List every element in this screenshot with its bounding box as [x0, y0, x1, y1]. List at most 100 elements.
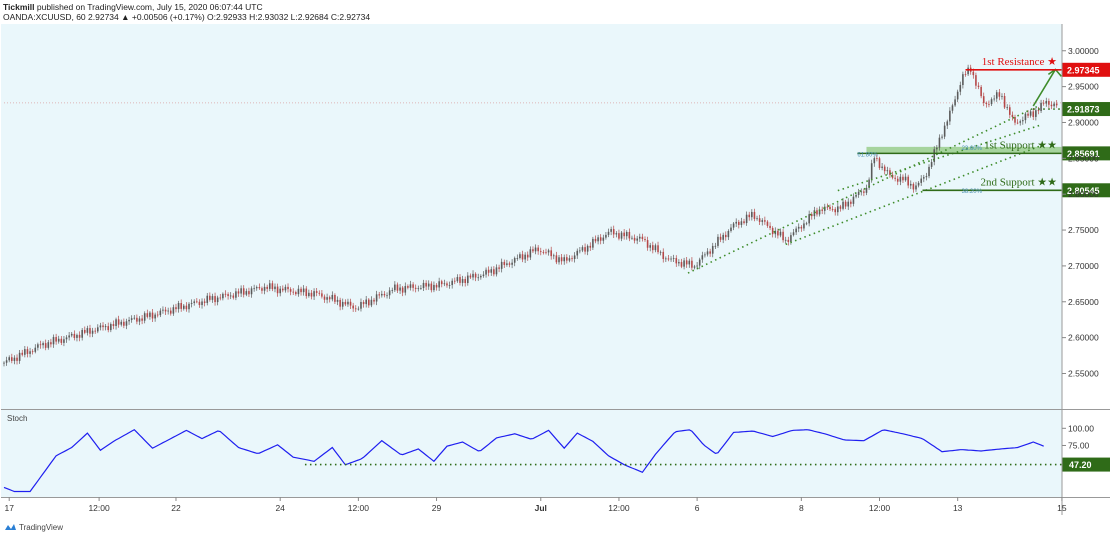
candle-down	[175, 307, 177, 310]
fib-labels: 23.60% 61.80% 38.20%	[857, 146, 982, 195]
candle-down	[555, 255, 558, 263]
candle-down	[633, 237, 636, 241]
time-tick-label: 17	[4, 503, 14, 513]
time-tick-label: 13	[953, 503, 963, 513]
stoch-pane-bg	[1, 410, 1062, 497]
candle-up	[529, 249, 532, 258]
candle-up	[899, 176, 902, 182]
candle-up	[936, 147, 938, 150]
candle-up	[665, 258, 667, 260]
candle-up	[255, 287, 258, 289]
candle-up	[995, 92, 998, 99]
time-tick-label: 12:00	[869, 503, 891, 513]
candle-down	[758, 218, 761, 222]
candle-up	[365, 299, 367, 305]
candle-up	[967, 67, 969, 75]
candle-down	[227, 294, 229, 297]
price-pane-bg	[1, 24, 1062, 409]
candle-up	[461, 279, 464, 283]
candle-down	[493, 269, 495, 275]
candle-up	[923, 177, 925, 179]
candle-down	[1055, 103, 1058, 106]
candle-up	[823, 206, 826, 211]
candle-down	[396, 284, 399, 291]
candle-down	[258, 287, 261, 289]
candle-down	[16, 357, 18, 361]
candle-up	[792, 232, 795, 236]
candle-down	[1003, 96, 1006, 108]
candle-up	[558, 257, 560, 263]
price-tick-label: 2.90000	[1068, 117, 1099, 127]
candle-down	[242, 288, 245, 295]
candle-up	[620, 232, 623, 239]
candle-down	[985, 102, 988, 105]
candle-up	[63, 339, 65, 343]
candle-down	[738, 221, 740, 225]
candle-down	[902, 176, 904, 181]
candle-down	[894, 177, 896, 179]
candle-up	[313, 291, 315, 297]
candle-up	[417, 288, 420, 290]
candle-down	[618, 233, 620, 239]
candle-up	[722, 234, 724, 240]
candle-up	[519, 254, 521, 258]
candle-up	[727, 230, 730, 238]
candle-down	[60, 338, 63, 343]
candle-down	[537, 247, 539, 252]
candle-down	[469, 275, 472, 278]
candle-up	[714, 245, 717, 247]
candle-up	[472, 273, 474, 278]
candle-up	[698, 259, 701, 266]
candle-down	[550, 250, 552, 257]
candle-up	[513, 258, 516, 263]
price-axis: 3.00000 2.95000 2.90000 2.85000 2.80000 2.750…	[1061, 24, 1099, 515]
candle-up	[597, 237, 599, 242]
candle-up	[881, 166, 883, 168]
footer-brand: TradingView	[19, 523, 64, 532]
candle-up	[3, 362, 5, 364]
candle-up	[735, 221, 737, 224]
candle-up	[886, 170, 889, 172]
candle-down	[287, 286, 289, 290]
candle-up	[818, 209, 821, 215]
candle-up	[381, 293, 383, 296]
candle-down	[889, 170, 891, 175]
candle-down	[675, 258, 678, 264]
candle-up	[172, 307, 175, 314]
candle-up	[1045, 100, 1048, 104]
candle-up	[115, 319, 117, 327]
candle-down	[508, 263, 511, 265]
candle-up	[240, 288, 242, 294]
candle-up	[485, 269, 487, 275]
candle-up	[456, 277, 459, 282]
publisher-name[interactable]: Tickmill	[3, 2, 35, 12]
candle-down	[1048, 100, 1050, 105]
candle-up	[104, 326, 107, 328]
candle-down	[196, 301, 198, 303]
candle-up	[761, 220, 764, 222]
candle-up	[704, 254, 706, 256]
level-tag	[1062, 183, 1110, 198]
candle-up	[302, 288, 305, 293]
candle-down	[232, 295, 235, 298]
candle-down	[753, 211, 756, 219]
chart-header: Tickmill published on TradingView.com, J…	[3, 2, 370, 22]
candle-up	[235, 291, 237, 298]
candle-down	[667, 258, 670, 260]
candle-up	[933, 149, 936, 163]
candle-up	[91, 330, 94, 334]
candle-down	[446, 283, 448, 286]
candle-down	[412, 284, 414, 288]
candle-down	[766, 221, 769, 226]
candle-up	[904, 176, 907, 181]
candle-down	[628, 231, 631, 239]
time-tick-label: 15	[1057, 503, 1067, 513]
candle-down	[566, 257, 568, 261]
candle-down	[769, 225, 771, 228]
candle-up	[443, 283, 446, 285]
candle-down	[367, 299, 370, 306]
candle-down	[539, 251, 542, 253]
candle-down	[777, 230, 779, 236]
candle-up	[1001, 96, 1003, 97]
